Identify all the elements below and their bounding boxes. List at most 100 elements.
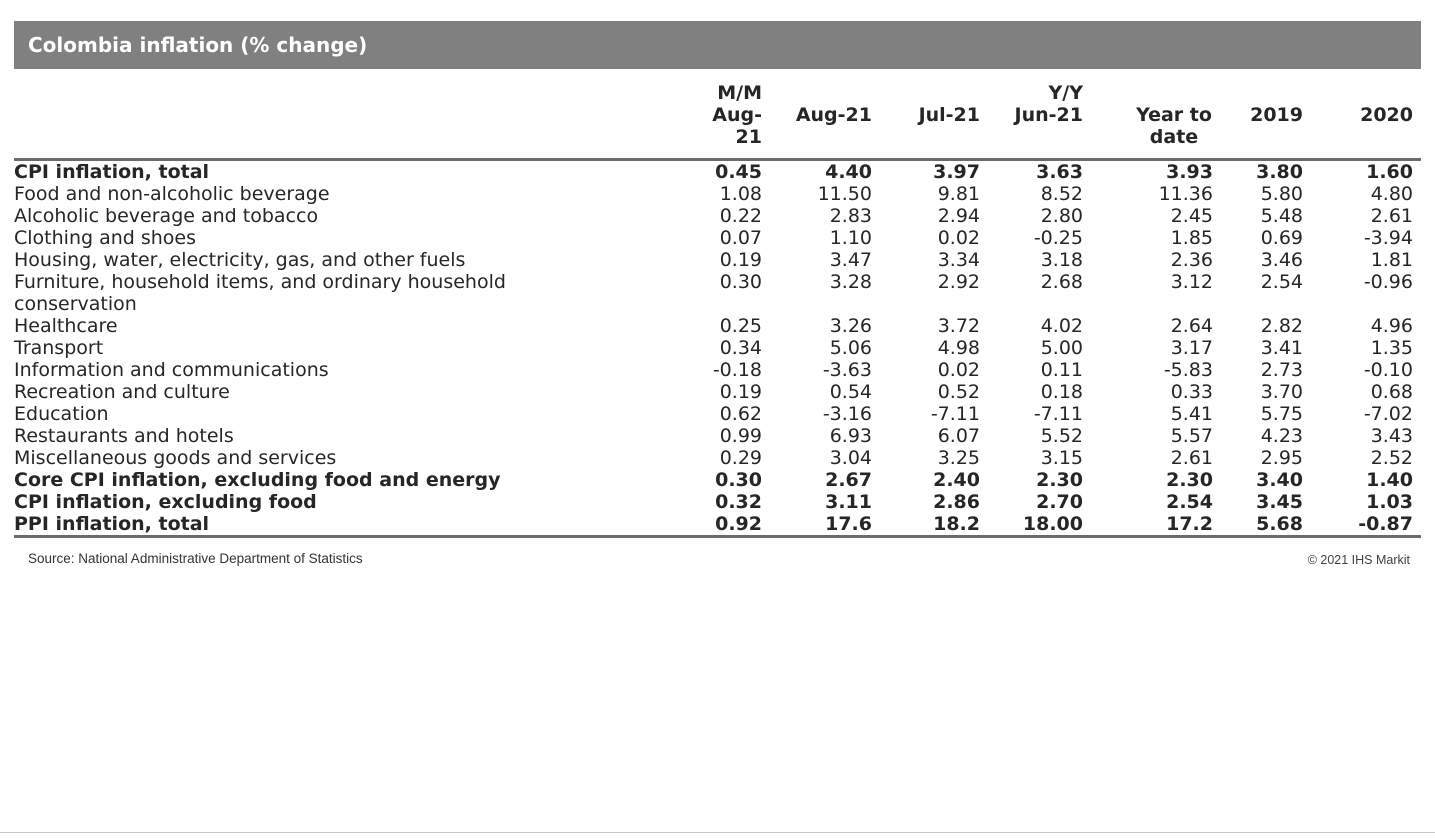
cell-value: 0.02 — [937, 359, 980, 381]
cell-value: 4.02 — [1040, 315, 1083, 337]
cell-value: -7.02 — [1363, 403, 1413, 425]
row-label: Clothing and shoes — [14, 227, 694, 249]
row-label-text: Food and non-alcoholic beverage — [14, 183, 330, 205]
page-bottom-divider — [0, 832, 1435, 833]
cell-value: 3.43 — [1370, 425, 1413, 447]
cell-value: 0.22 — [719, 205, 762, 227]
inflation-table: M/M Y/Y Aug-21 Aug-21 Jul-21 Jun-21 Year… — [14, 69, 1421, 535]
col-header-mm-aug21: Aug-21 — [694, 104, 762, 161]
cell-value: -3.63 — [822, 359, 872, 381]
col-group-yy: Y/Y — [1048, 82, 1083, 104]
cell-value: 4.40 — [825, 161, 872, 183]
row-label: CPI inflation, excluding food — [14, 491, 694, 513]
cell-value: 2.73 — [1260, 359, 1303, 381]
row-label: Core CPI inflation, excluding food and e… — [14, 469, 694, 491]
table-row: PPI inflation, total 0.92 17.6 18.2 18.00 17.… — [14, 513, 1421, 535]
header-columns-row: Aug-21 Aug-21 Jul-21 Jun-21 Year to date… — [14, 104, 1421, 161]
row-label: Recreation and culture — [14, 381, 694, 403]
cell-value: 4.98 — [937, 337, 980, 359]
cell-value: 3.11 — [825, 491, 872, 513]
table-row: Furniture, household items, and ordinary… — [14, 271, 1421, 315]
cell-value: 0.92 — [715, 513, 762, 535]
cell-value: 1.40 — [1366, 469, 1413, 491]
cell-value: 4.96 — [1370, 315, 1413, 337]
row-label-text: PPI inflation, total — [14, 513, 210, 535]
cell-value: -0.87 — [1358, 513, 1413, 535]
cell-value: 3.15 — [1040, 447, 1083, 469]
col-header-2019: 2019 — [1213, 104, 1303, 161]
table-row: CPI inflation, total 0.45 4.40 3.97 3.63 3.93… — [14, 160, 1421, 183]
cell-value: 3.12 — [1170, 271, 1213, 293]
row-label: Information and communications — [14, 359, 694, 381]
row-label-text: Alcoholic beverage and tobacco — [14, 205, 319, 227]
cell-value: 3.97 — [933, 161, 980, 183]
cell-value: 18.2 — [933, 513, 980, 535]
row-label: Education — [14, 403, 694, 425]
row-label-text: Healthcare — [14, 315, 118, 337]
copyright-note: © 2021 IHS Markit — [1307, 553, 1410, 567]
cell-value: 0.19 — [719, 381, 762, 403]
row-label: Miscellaneous goods and services — [14, 447, 694, 469]
table-body: CPI inflation, total 0.45 4.40 3.97 3.63 3.93… — [14, 160, 1421, 535]
cell-value: 9.81 — [937, 183, 980, 205]
cell-value: 0.29 — [719, 447, 762, 469]
col-header-yy-jun21: Jun-21 — [980, 104, 1083, 161]
table-row: Clothing and shoes 0.07 1.10 0.02 -0.25 1.85 0… — [14, 227, 1421, 249]
cell-value: 1.81 — [1370, 249, 1413, 271]
table-row: Transport 0.34 5.06 4.98 5.00 3.17 3.41 1.35 — [14, 337, 1421, 359]
cell-value: 3.45 — [1256, 491, 1303, 513]
cell-value: 5.06 — [829, 337, 872, 359]
footer: Source: National Administrative Departme… — [14, 538, 1421, 567]
table-row: Housing, water, electricity, gas, and ot… — [14, 249, 1421, 271]
col-group-mm: M/M — [717, 82, 762, 104]
cell-value: 3.04 — [829, 447, 872, 469]
header-spacer — [1303, 69, 1421, 104]
cell-value: 2.61 — [1370, 205, 1413, 227]
cell-value: 2.30 — [1166, 469, 1213, 491]
cell-value: 0.68 — [1370, 381, 1413, 403]
cell-value: 11.50 — [817, 183, 872, 205]
cell-value: 3.46 — [1260, 249, 1303, 271]
source-note: Source: National Administrative Departme… — [28, 551, 363, 566]
cell-value: 4.23 — [1260, 425, 1303, 447]
row-label-text: Miscellaneous goods and services — [14, 447, 337, 469]
cell-value: 2.64 — [1170, 315, 1213, 337]
row-label-text: Education — [14, 403, 109, 425]
col-header-yy-jul21: Jul-21 — [872, 104, 980, 161]
cell-value: 5.75 — [1260, 403, 1303, 425]
table-header: M/M Y/Y Aug-21 Aug-21 Jul-21 Jun-21 Year… — [14, 69, 1421, 161]
header-spacer — [1213, 69, 1303, 104]
cell-value: -7.11 — [930, 403, 980, 425]
page-title: Colombia inflation (% change) — [28, 33, 368, 57]
cell-value: 18.00 — [1022, 513, 1083, 535]
cell-value: 3.93 — [1166, 161, 1213, 183]
cell-value: 0.52 — [937, 381, 980, 403]
row-label: Housing, water, electricity, gas, and ot… — [14, 249, 694, 271]
row-label: CPI inflation, total — [14, 160, 694, 183]
title-bar: Colombia inflation (% change) — [14, 21, 1421, 69]
row-label-text: Recreation and culture — [14, 381, 230, 403]
cell-value: 5.68 — [1256, 513, 1303, 535]
cell-value: 0.18 — [1040, 381, 1083, 403]
cell-value: 17.2 — [1166, 513, 1213, 535]
cell-value: 3.70 — [1260, 381, 1303, 403]
table-row: Core CPI inflation, excluding food and e… — [14, 469, 1421, 491]
row-label-text: Transport — [14, 337, 104, 359]
row-label-text: Clothing and shoes — [14, 227, 197, 249]
cell-value: 2.52 — [1370, 447, 1413, 469]
cell-value: 5.52 — [1040, 425, 1083, 447]
cell-value: 1.35 — [1370, 337, 1413, 359]
cell-value: -0.96 — [1363, 271, 1413, 293]
row-label-text: CPI inflation, total — [14, 161, 210, 183]
cell-value: 11.36 — [1158, 183, 1213, 205]
cell-value: 3.80 — [1256, 161, 1303, 183]
cell-value: 2.68 — [1040, 271, 1083, 293]
cell-value: 0.32 — [715, 491, 762, 513]
cell-value: 2.54 — [1260, 271, 1303, 293]
cell-value: 6.93 — [829, 425, 872, 447]
cell-value: 0.45 — [715, 161, 762, 183]
header-spacer — [872, 69, 980, 104]
cell-value: 0.69 — [1260, 227, 1303, 249]
cell-value: 5.80 — [1260, 183, 1303, 205]
row-label-text: Core CPI inflation, excluding food and e… — [14, 469, 501, 491]
